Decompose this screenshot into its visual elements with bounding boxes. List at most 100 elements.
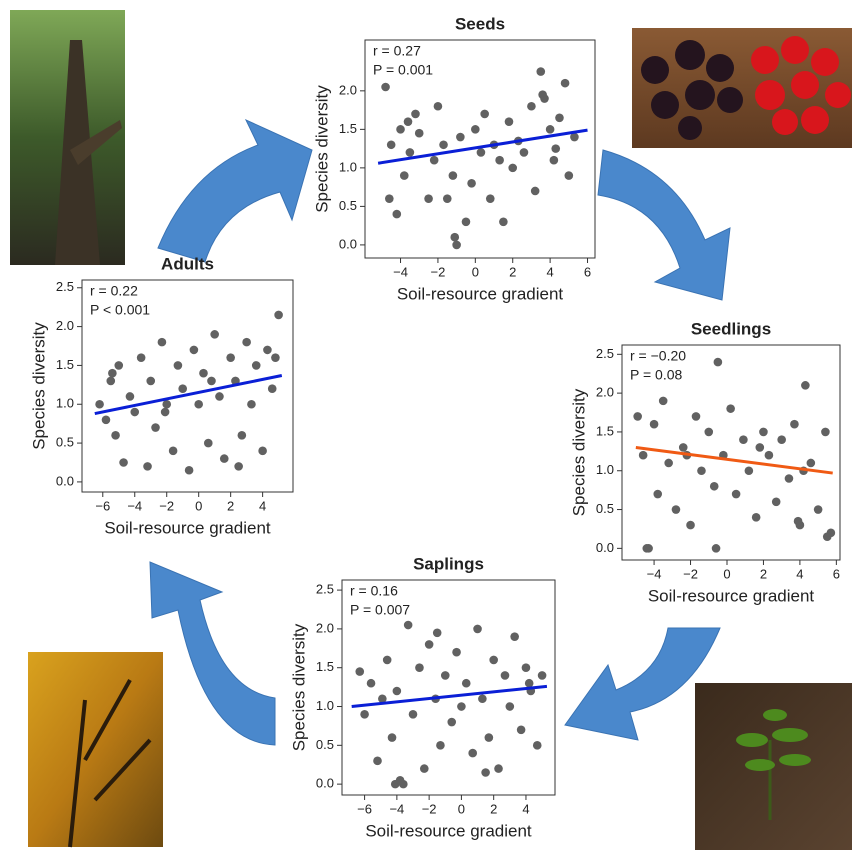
point bbox=[478, 694, 487, 704]
point bbox=[440, 671, 450, 680]
point bbox=[125, 392, 135, 401]
point bbox=[691, 412, 701, 421]
point bbox=[653, 489, 663, 499]
point bbox=[759, 427, 768, 437]
point bbox=[516, 725, 526, 735]
point bbox=[219, 454, 229, 463]
point bbox=[95, 399, 104, 409]
point bbox=[771, 497, 781, 507]
point bbox=[366, 678, 376, 688]
point bbox=[157, 337, 167, 347]
x-tick-label: −2 bbox=[431, 264, 446, 279]
y-tick-label: 0.0 bbox=[596, 540, 614, 555]
panel-title: Adults bbox=[161, 254, 214, 273]
point bbox=[237, 431, 247, 440]
point bbox=[130, 407, 140, 417]
point bbox=[162, 399, 172, 409]
point bbox=[436, 741, 445, 750]
point bbox=[160, 407, 170, 417]
point bbox=[484, 733, 494, 742]
point bbox=[415, 663, 424, 673]
point bbox=[521, 663, 531, 673]
point bbox=[499, 217, 508, 227]
point bbox=[251, 361, 261, 370]
x-tick-label: 6 bbox=[584, 264, 591, 279]
point bbox=[467, 178, 476, 188]
point bbox=[564, 171, 574, 180]
point bbox=[450, 232, 460, 242]
point bbox=[678, 443, 688, 452]
point bbox=[448, 171, 458, 180]
point bbox=[274, 310, 283, 320]
point bbox=[731, 489, 741, 499]
point bbox=[199, 368, 208, 378]
y-tick-label: 1.5 bbox=[339, 121, 357, 136]
x-tick-label: −6 bbox=[357, 801, 372, 816]
point bbox=[382, 655, 392, 665]
point bbox=[751, 513, 761, 522]
point bbox=[524, 678, 534, 688]
y-tick-label: 1.0 bbox=[56, 396, 74, 411]
point bbox=[813, 505, 823, 514]
photo-seeds bbox=[632, 28, 852, 148]
point bbox=[184, 465, 194, 475]
point bbox=[381, 82, 390, 92]
point bbox=[411, 109, 420, 119]
point bbox=[378, 694, 387, 704]
point bbox=[373, 756, 382, 766]
point bbox=[532, 741, 542, 750]
x-axis-label: Soil-resource gradient bbox=[648, 586, 815, 605]
point bbox=[555, 113, 564, 123]
panel-title: Saplings bbox=[413, 554, 484, 573]
point bbox=[495, 155, 504, 165]
point bbox=[551, 144, 561, 153]
point bbox=[392, 686, 402, 696]
point bbox=[485, 194, 495, 203]
point bbox=[494, 764, 503, 773]
point bbox=[642, 544, 652, 553]
point bbox=[146, 376, 156, 386]
y-tick-label: 2.0 bbox=[339, 82, 357, 97]
point bbox=[355, 667, 365, 676]
x-tick-label: 2 bbox=[227, 498, 234, 513]
point bbox=[452, 647, 461, 657]
y-tick-label: 1.0 bbox=[339, 159, 357, 174]
stat-annotation: r = −0.20 bbox=[630, 348, 686, 364]
y-axis-label: Species diversity bbox=[312, 85, 331, 213]
y-tick-label: 0.0 bbox=[339, 236, 357, 251]
point bbox=[429, 155, 439, 165]
point bbox=[537, 671, 547, 680]
y-tick-label: 1.0 bbox=[596, 462, 614, 477]
y-tick-label: 2.5 bbox=[596, 346, 614, 361]
point bbox=[638, 450, 648, 460]
photo-seedling bbox=[695, 683, 852, 850]
point bbox=[570, 132, 579, 142]
point bbox=[456, 132, 465, 142]
y-axis-label: Species diversity bbox=[29, 322, 48, 450]
point bbox=[392, 209, 402, 219]
point bbox=[432, 628, 442, 638]
point bbox=[258, 446, 267, 456]
x-tick-label: −4 bbox=[393, 264, 408, 279]
point bbox=[711, 544, 721, 553]
point bbox=[697, 466, 706, 476]
y-tick-label: 0.0 bbox=[56, 473, 74, 488]
point bbox=[755, 443, 765, 452]
point bbox=[151, 423, 160, 432]
point bbox=[108, 368, 117, 378]
trend-line bbox=[377, 128, 588, 165]
point bbox=[143, 462, 152, 471]
x-tick-label: −4 bbox=[389, 801, 404, 816]
point bbox=[215, 392, 224, 401]
x-tick-label: −2 bbox=[159, 498, 174, 513]
point bbox=[790, 419, 799, 429]
point bbox=[461, 678, 471, 688]
point bbox=[114, 361, 124, 370]
point bbox=[207, 376, 216, 386]
point bbox=[387, 733, 397, 742]
x-axis-label: Soil-resource gradient bbox=[104, 518, 271, 537]
x-tick-label: 0 bbox=[195, 498, 202, 513]
stat-annotation: P < 0.001 bbox=[90, 302, 150, 318]
point bbox=[210, 330, 219, 339]
point bbox=[468, 748, 478, 758]
